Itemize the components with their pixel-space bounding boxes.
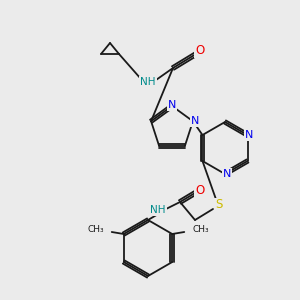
Text: O: O [195,44,205,58]
Text: N: N [245,130,254,140]
Text: O: O [195,184,205,197]
Text: N: N [191,116,199,126]
Text: CH₃: CH₃ [87,224,104,233]
Text: NH: NH [150,205,166,215]
Text: S: S [215,199,223,212]
Text: NH: NH [140,77,156,87]
Text: N: N [223,169,231,179]
Text: CH₃: CH₃ [192,224,209,233]
Text: N: N [168,100,176,110]
